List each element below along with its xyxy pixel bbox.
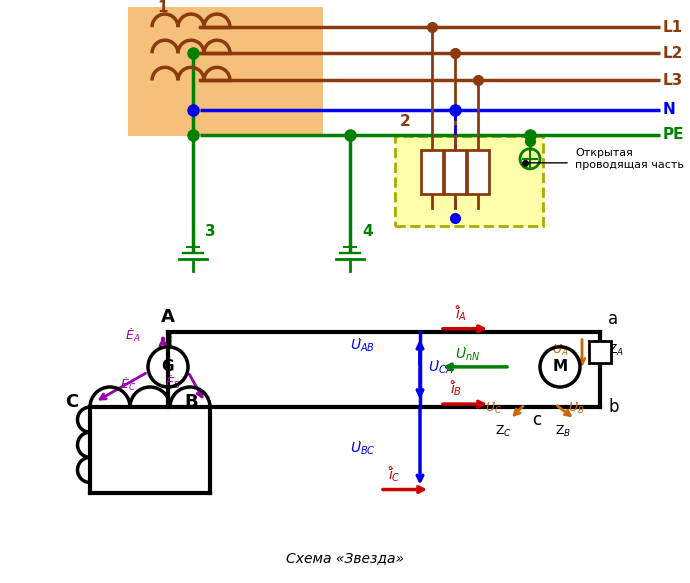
Text: U̇$_{BC}$: U̇$_{BC}$: [350, 440, 376, 456]
Text: C: C: [65, 393, 78, 411]
Bar: [421, 150, 443, 194]
Text: U̇$_{nN}$: U̇$_{nN}$: [455, 346, 480, 363]
Bar: [395, 136, 543, 226]
Bar: [128, 7, 323, 136]
Text: Z$_A$: Z$_A$: [608, 343, 624, 358]
Text: U̇$_B$: U̇$_B$: [568, 401, 584, 416]
Text: U̇$_C$: U̇$_C$: [485, 401, 502, 416]
Text: 4: 4: [362, 224, 373, 239]
Text: 3: 3: [205, 224, 215, 239]
Text: Открытая
проводящая часть: Открытая проводящая часть: [575, 148, 684, 170]
Text: i̊$_B$: i̊$_B$: [450, 379, 462, 398]
Bar: [589, 341, 611, 363]
Text: Z$_C$: Z$_C$: [495, 424, 512, 440]
Text: U̇$_{CA}$: U̇$_{CA}$: [428, 359, 453, 376]
Text: 1: 1: [157, 0, 168, 15]
Text: N: N: [663, 102, 676, 117]
Bar: [467, 150, 489, 194]
Text: Ė$_A$: Ė$_A$: [126, 326, 141, 344]
Text: i̊$_C$: i̊$_C$: [388, 465, 401, 484]
Text: U̇$_{AB}$: U̇$_{AB}$: [350, 337, 375, 354]
Text: L3: L3: [663, 73, 683, 88]
Text: 2: 2: [400, 114, 411, 129]
Text: a: a: [608, 310, 618, 328]
Text: L1: L1: [663, 20, 683, 34]
Text: M: M: [553, 359, 568, 374]
Text: Ė$_B$: Ė$_B$: [165, 374, 181, 391]
Text: A: A: [161, 308, 175, 326]
Text: Схема «Звезда»: Схема «Звезда»: [286, 551, 404, 565]
Text: PE: PE: [663, 127, 684, 142]
Text: L2: L2: [663, 46, 683, 61]
Text: b: b: [608, 398, 618, 416]
Text: G: G: [161, 359, 175, 374]
Text: U̇$_A$: U̇$_A$: [552, 343, 569, 358]
Text: c: c: [532, 411, 541, 429]
Text: B: B: [184, 393, 198, 411]
Text: i̊$_A$: i̊$_A$: [455, 304, 467, 323]
Text: Ė$_C$: Ė$_C$: [120, 376, 136, 393]
Text: Z$_B$: Z$_B$: [555, 424, 571, 440]
Bar: [444, 150, 466, 194]
